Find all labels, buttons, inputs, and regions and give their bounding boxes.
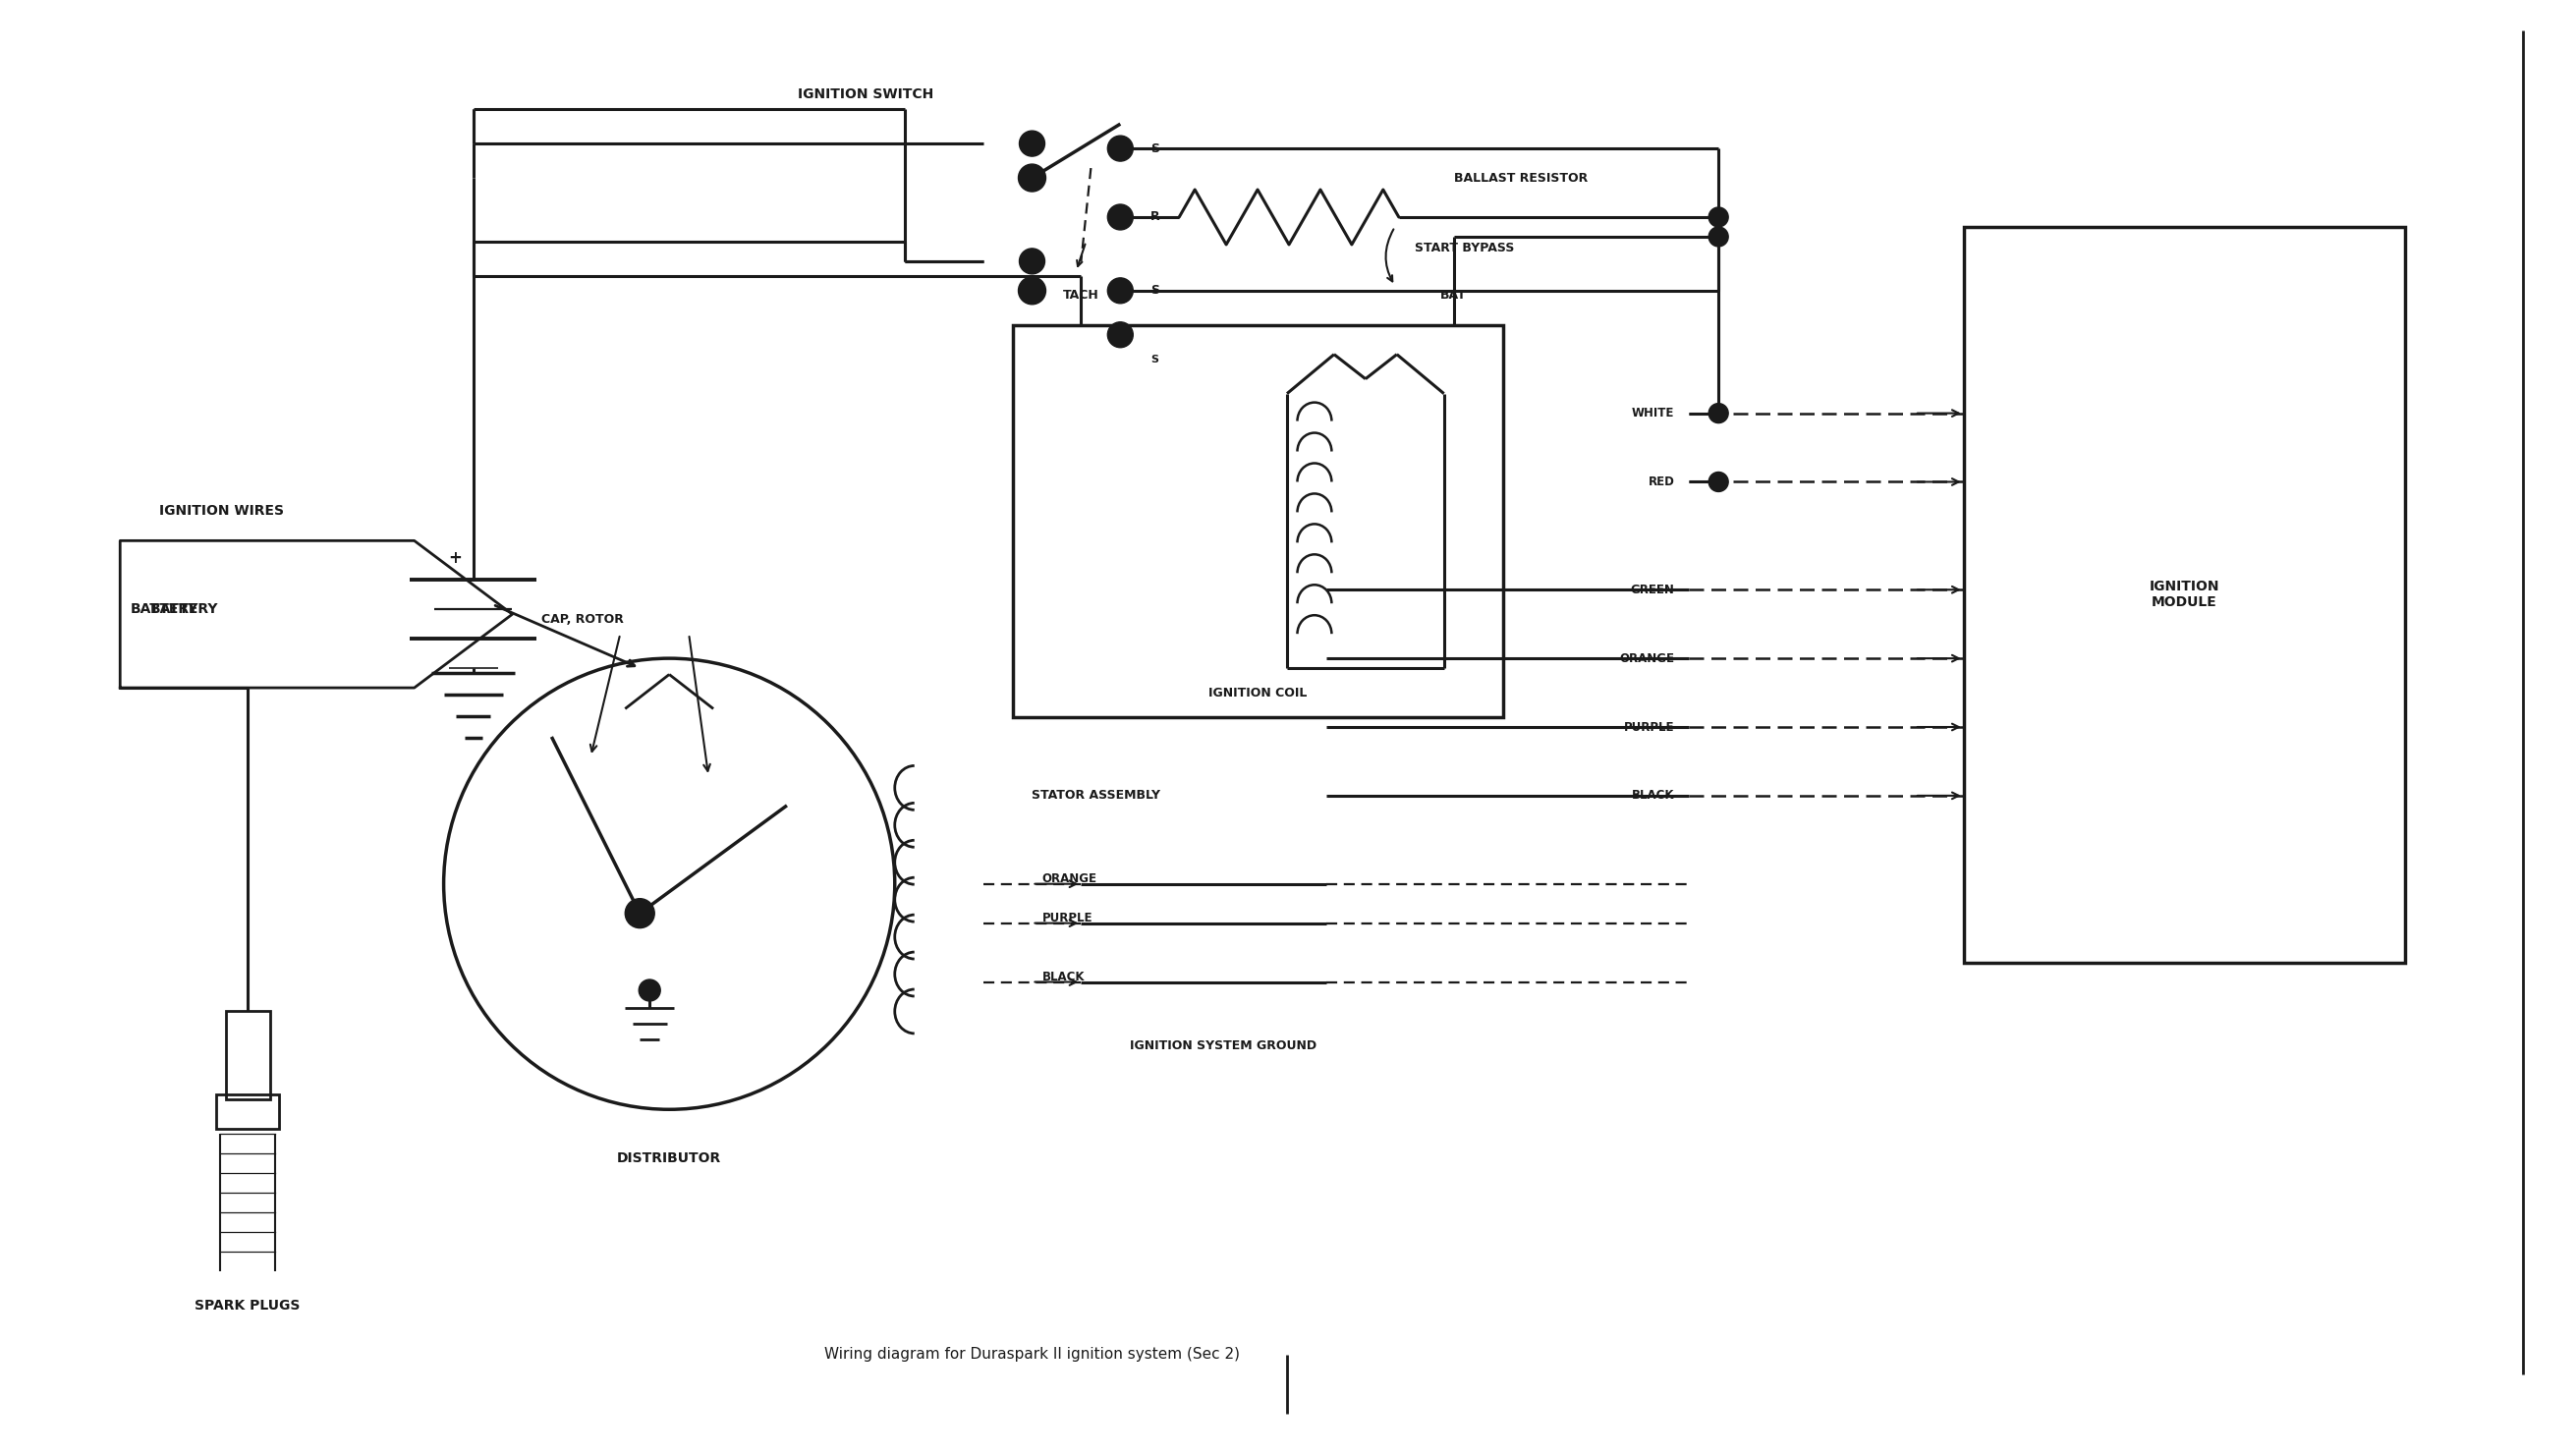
Text: S: S <box>1151 355 1159 364</box>
Circle shape <box>1708 208 1728 227</box>
Text: START BYPASS: START BYPASS <box>1414 241 1515 254</box>
Text: DISTRIBUTOR: DISTRIBUTOR <box>618 1152 721 1165</box>
Text: BATTERY: BATTERY <box>131 602 198 616</box>
Bar <box>1963 227 2406 963</box>
Text: STATOR ASSEMBLY: STATOR ASSEMBLY <box>1033 790 1162 803</box>
Text: BLACK: BLACK <box>1631 790 1674 803</box>
Text: SPARK PLUGS: SPARK PLUGS <box>196 1298 301 1313</box>
Text: R: R <box>1149 211 1159 224</box>
Circle shape <box>1020 131 1046 156</box>
Text: IGNITION SWITCH: IGNITION SWITCH <box>799 87 933 102</box>
Text: GREEN: GREEN <box>1631 583 1674 596</box>
Text: IGNITION WIRES: IGNITION WIRES <box>160 505 283 518</box>
Text: WHITE: WHITE <box>1631 407 1674 420</box>
Text: PURPLE: PURPLE <box>1041 912 1092 925</box>
Circle shape <box>626 899 654 928</box>
Circle shape <box>1020 249 1046 273</box>
Circle shape <box>1018 276 1046 304</box>
Circle shape <box>1108 321 1133 348</box>
Text: IGNITION
MODULE: IGNITION MODULE <box>2148 580 2221 609</box>
Text: TACH: TACH <box>1064 289 1100 302</box>
Text: +: + <box>448 550 461 567</box>
Text: BATTERY: BATTERY <box>149 602 219 616</box>
Text: BALLAST RESISTOR: BALLAST RESISTOR <box>1453 172 1587 185</box>
Circle shape <box>1708 403 1728 423</box>
Text: IGNITION SYSTEM GROUND: IGNITION SYSTEM GROUND <box>1131 1040 1316 1053</box>
Circle shape <box>639 980 659 1000</box>
Circle shape <box>1108 278 1133 304</box>
Text: CAP, ROTOR: CAP, ROTOR <box>541 612 623 625</box>
Text: Wiring diagram for Duraspark II ignition system (Sec 2): Wiring diagram for Duraspark II ignition… <box>824 1348 1239 1362</box>
Bar <box>1012 324 1502 717</box>
Circle shape <box>1708 473 1728 491</box>
Text: IGNITION COIL: IGNITION COIL <box>1208 686 1306 699</box>
Circle shape <box>1108 135 1133 161</box>
Text: PURPLE: PURPLE <box>1623 721 1674 733</box>
Text: S: S <box>1151 142 1159 154</box>
Text: ORANGE: ORANGE <box>1620 651 1674 664</box>
Text: RED: RED <box>1649 475 1674 489</box>
Text: S: S <box>1151 284 1159 297</box>
Text: ORANGE: ORANGE <box>1041 872 1097 885</box>
Text: BAT: BAT <box>1440 289 1466 302</box>
Circle shape <box>1108 205 1133 230</box>
Circle shape <box>1708 227 1728 247</box>
Bar <box>216 1095 278 1130</box>
Bar <box>227 1012 270 1099</box>
Circle shape <box>1018 164 1046 192</box>
Text: BLACK: BLACK <box>1041 971 1084 983</box>
